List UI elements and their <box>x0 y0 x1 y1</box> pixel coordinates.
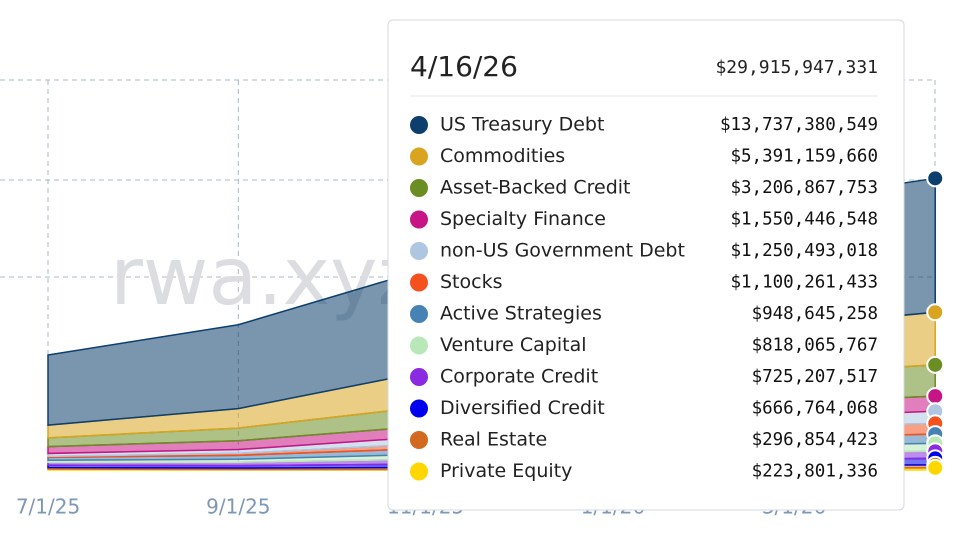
end-marker <box>926 387 945 406</box>
legend-value: $296,854,423 <box>752 430 878 450</box>
x-tick-label: 7/1/25 <box>16 495 80 519</box>
tooltip: 4/16/26 $29,915,947,331 US Treasury Debt… <box>387 19 905 511</box>
legend-dot <box>410 368 428 386</box>
legend-label: Specialty Finance <box>440 208 606 230</box>
legend-value: $948,645,258 <box>752 304 878 324</box>
legend-dot <box>410 399 428 418</box>
legend-dot <box>410 242 428 260</box>
legend-dot <box>410 273 428 292</box>
legend-dot <box>410 305 428 323</box>
end-marker <box>926 355 945 374</box>
legend-label: US Treasury Debt <box>440 114 604 136</box>
legend-value: $1,100,261,433 <box>730 273 878 293</box>
tooltip-total: $29,915,947,331 <box>715 57 878 78</box>
legend-value: $818,065,767 <box>752 336 878 356</box>
legend-value: $725,207,517 <box>752 367 878 387</box>
legend-dot <box>410 336 428 355</box>
legend-dot <box>410 147 428 166</box>
legend-label: Stocks <box>440 271 502 293</box>
legend-dot <box>410 431 428 449</box>
legend-label: Active Strategies <box>440 303 602 325</box>
end-marker <box>926 169 945 188</box>
legend-label: Diversified Credit <box>440 397 605 419</box>
legend-dot <box>410 116 428 134</box>
legend-value: $13,737,380,549 <box>720 115 878 135</box>
legend-label: Corporate Credit <box>440 366 598 388</box>
legend-label: Real Estate <box>440 429 547 451</box>
tooltip-box <box>387 19 905 511</box>
end-marker <box>926 458 945 477</box>
legend-label: non-US Government Debt <box>440 240 685 262</box>
legend-label: Asset-Backed Credit <box>440 177 631 199</box>
legend-value: $5,391,159,660 <box>730 147 878 167</box>
legend-value: $1,550,446,548 <box>730 210 878 230</box>
legend-dot <box>410 179 428 197</box>
legend-value: $1,250,493,018 <box>730 241 878 261</box>
legend-value: $223,801,336 <box>752 462 878 482</box>
legend-value: $666,764,068 <box>752 399 878 419</box>
end-marker <box>926 303 945 322</box>
legend-dot <box>410 210 428 229</box>
legend-dot <box>410 462 428 481</box>
x-tick-label: 9/1/25 <box>206 495 270 519</box>
legend-value: $3,206,867,753 <box>730 178 878 198</box>
legend-label: Private Equity <box>440 460 572 482</box>
tooltip-date: 4/16/26 <box>410 50 518 83</box>
legend-label: Venture Capital <box>440 334 587 356</box>
legend-label: Commodities <box>440 145 565 167</box>
